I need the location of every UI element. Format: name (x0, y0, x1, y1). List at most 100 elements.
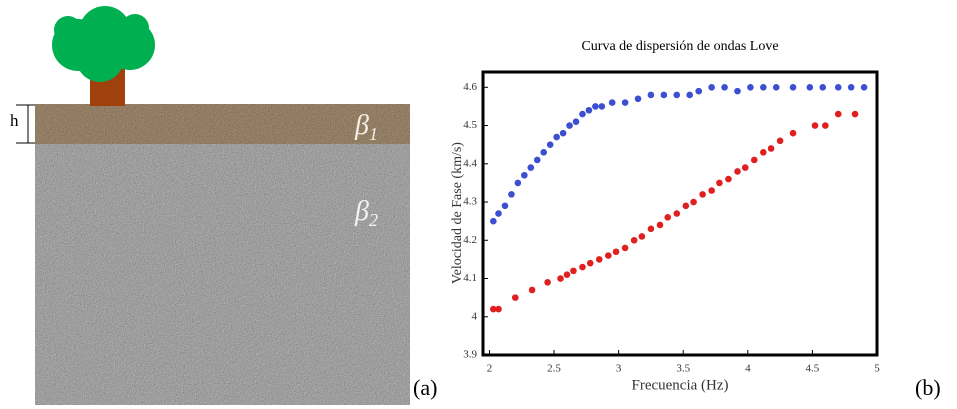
data-point (533, 156, 541, 164)
data-point (834, 110, 842, 118)
data-point (819, 83, 827, 91)
panel-label: (b) (915, 375, 941, 400)
data-point (760, 83, 767, 91)
x-tick-label: 4 (745, 363, 751, 375)
data-point (595, 256, 603, 263)
tree-crown (52, 6, 155, 82)
data-point (734, 87, 741, 95)
thickness-label: h (10, 111, 19, 130)
data-point (634, 95, 642, 103)
layer-subscript: 1 (369, 124, 378, 144)
data-point (686, 91, 693, 99)
x-tick-label: 5 (874, 363, 880, 375)
data-point (656, 221, 664, 229)
data-point (612, 248, 620, 256)
y-tick-label: 4.2 (463, 234, 477, 246)
data-point (630, 236, 638, 244)
data-point (598, 103, 606, 110)
layer-label: β1 (354, 110, 378, 144)
data-point (638, 233, 646, 240)
y-tick-label: 4.5 (463, 119, 477, 131)
y-tick-label: 4.4 (463, 157, 477, 169)
data-point (579, 110, 586, 118)
data-point (566, 122, 573, 129)
data-point (716, 179, 723, 187)
panel-label: (a) (413, 375, 437, 400)
data-point (585, 106, 593, 114)
half-space (35, 144, 410, 405)
y-axis-label: Velocidad de Fase (km/s) (450, 142, 465, 284)
data-point (664, 214, 672, 221)
y-tick-label: 4.6 (463, 81, 477, 93)
data-point (789, 129, 797, 137)
data-point (495, 305, 502, 313)
x-tick-label: 3 (616, 363, 622, 375)
data-point (557, 275, 564, 282)
data-point (660, 91, 668, 99)
layer-subscript: 2 (369, 210, 378, 230)
data-point (490, 305, 497, 313)
data-point (572, 118, 580, 126)
data-point (559, 129, 567, 137)
data-point (553, 133, 560, 141)
data-point (708, 83, 715, 91)
data-point (760, 149, 767, 156)
data-point (563, 271, 571, 278)
data-point (806, 83, 814, 91)
data-point (847, 83, 855, 91)
data-point (811, 122, 819, 129)
data-point (725, 175, 732, 183)
data-point (592, 103, 599, 110)
data-point (586, 259, 594, 267)
data-point (490, 217, 497, 225)
layer-label: β2 (354, 196, 378, 230)
plot-frame (481, 70, 879, 357)
data-point (540, 149, 548, 156)
data-point (860, 83, 868, 91)
data-point (690, 198, 697, 206)
data-point (741, 164, 749, 171)
data-point (647, 225, 655, 233)
data-point (789, 83, 797, 91)
y-tick-label: 4 (472, 310, 478, 322)
data-point (621, 244, 629, 252)
x-tick-label: 4.5 (806, 363, 820, 375)
y-tick-label: 4.3 (463, 196, 477, 208)
data-point (514, 179, 522, 187)
data-point (695, 87, 703, 95)
plot: 2 2.5 3 3.5 4 4.5 5 3.9 4 4.1 4.2 4.3 4.4 4.5 4.6 (463, 81, 880, 375)
x-tick-label: 2.5 (547, 363, 561, 375)
data-point (495, 210, 502, 217)
data-point (772, 83, 780, 91)
data-point (682, 202, 690, 210)
data-point (721, 83, 728, 91)
data-point (699, 191, 706, 198)
x-tick-label: 2 (487, 363, 493, 375)
data-point (501, 202, 509, 210)
data-point (527, 164, 535, 171)
data-point (521, 171, 528, 179)
data-point (673, 91, 681, 99)
ground-diagram: h β1 β2 (a) (10, 6, 437, 405)
data-point (608, 99, 616, 106)
data-point (747, 83, 754, 91)
data-point (822, 122, 829, 129)
data-point (544, 279, 551, 286)
data-point (570, 267, 577, 275)
data-point (673, 210, 681, 217)
data-point (767, 145, 775, 152)
data-point (708, 187, 715, 194)
data-point (508, 191, 515, 198)
data-point (511, 294, 519, 301)
data-point (834, 83, 842, 91)
data-point (647, 91, 655, 99)
x-axis-label: Frecuencia (Hz) (631, 377, 728, 393)
data-point (579, 263, 586, 271)
data-point (528, 286, 536, 294)
data-point (776, 137, 784, 145)
x-tick-label: 3.5 (676, 363, 690, 375)
data-point (621, 99, 629, 106)
y-tick-label: 3.9 (463, 349, 477, 361)
